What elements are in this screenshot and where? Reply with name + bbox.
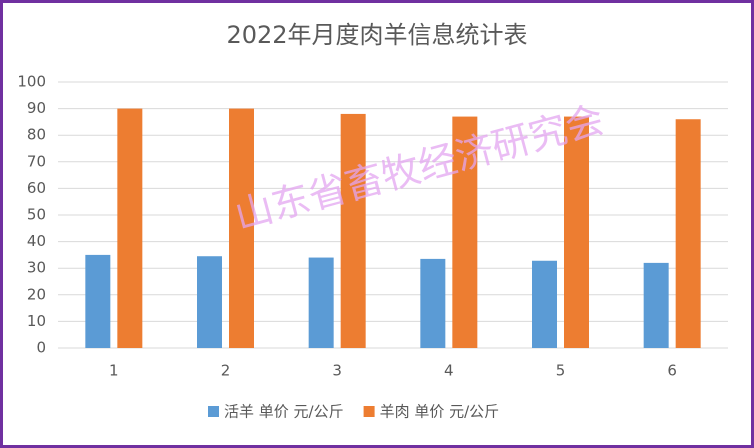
bar	[85, 254, 111, 348]
bar	[532, 260, 557, 348]
bar	[117, 108, 143, 348]
x-tick-label: 2	[221, 362, 231, 380]
bar	[643, 262, 669, 348]
y-tick-label: 70	[27, 152, 46, 170]
y-tick-label: 20	[27, 285, 46, 303]
y-tick-label: 50	[27, 206, 46, 224]
y-tick-label: 40	[27, 232, 46, 250]
legend-swatch	[363, 406, 375, 417]
x-tick-label: 6	[667, 362, 677, 380]
bar	[420, 258, 446, 348]
y-tick-label: 0	[36, 339, 46, 357]
y-tick-label: 30	[27, 259, 46, 277]
bar	[675, 119, 701, 349]
bar	[229, 108, 254, 348]
y-tick-label: 90	[27, 99, 46, 117]
bar	[340, 113, 366, 348]
bar	[197, 256, 222, 348]
x-tick-label: 4	[444, 362, 454, 380]
x-tick-label: 1	[109, 362, 119, 380]
y-tick-label: 60	[27, 179, 46, 197]
legend-label: 活羊 单价 元/公斤	[224, 403, 344, 421]
bar	[564, 116, 589, 348]
y-tick-label: 10	[27, 312, 46, 330]
y-tick-label: 80	[27, 126, 46, 144]
bar	[308, 257, 334, 348]
bar	[452, 116, 478, 348]
legend-label: 羊肉 单价 元/公斤	[380, 403, 500, 421]
legend-swatch	[208, 406, 219, 417]
chart-title: 2022年月度肉羊信息统计表	[226, 21, 527, 49]
x-tick-label: 3	[332, 362, 342, 380]
y-tick-label: 100	[17, 73, 46, 91]
x-tick-label: 5	[556, 362, 566, 380]
